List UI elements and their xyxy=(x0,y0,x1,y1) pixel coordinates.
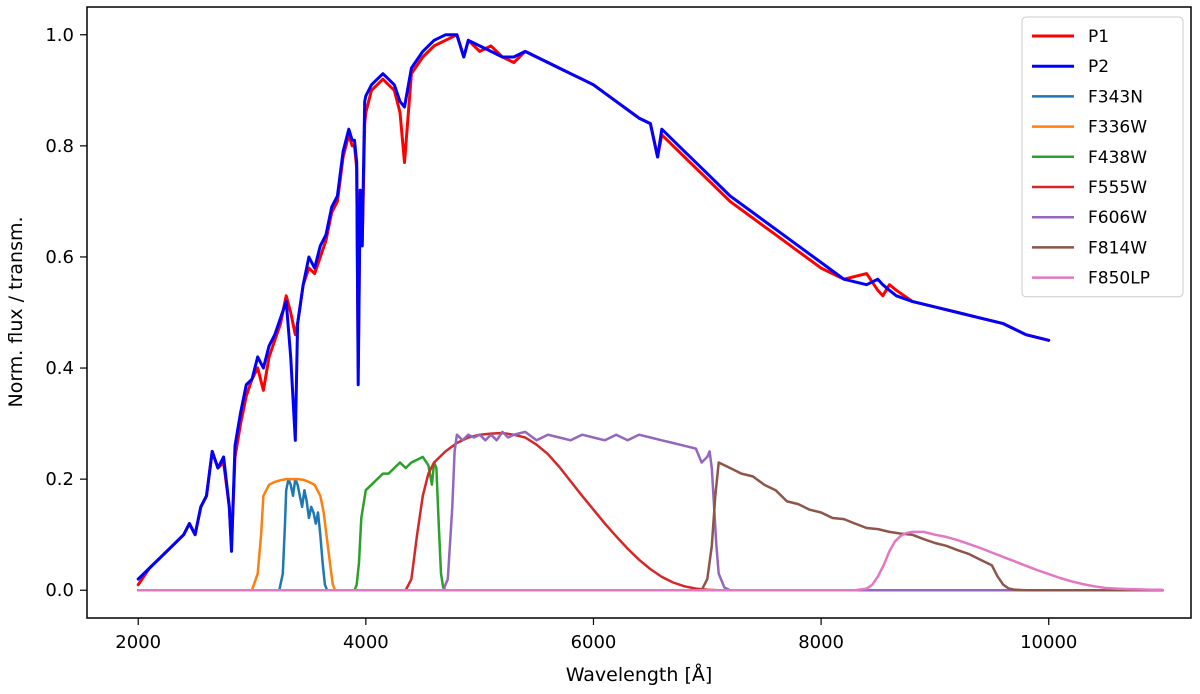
series-line-f555w xyxy=(136,431,1164,592)
legend-label-f438w: F438W xyxy=(1088,148,1147,168)
x-axis: 2000 4000 6000 8000 10000 xyxy=(115,618,1077,653)
legend-label-f850lp: F850LP xyxy=(1088,269,1150,289)
x-tick-label: 6000 xyxy=(571,632,617,653)
legend: P1 P2 F343N F336W F438W F555W F606W F814W F850LP xyxy=(1021,16,1184,298)
y-tick-label: 0.8 xyxy=(45,136,74,157)
y-tick-label: 1.0 xyxy=(45,25,74,46)
legend-label-f814w: F814W xyxy=(1088,238,1147,258)
legend-label-f555w: F555W xyxy=(1088,178,1147,198)
x-tick-label: 10000 xyxy=(1020,632,1077,653)
y-axis: 0.0 0.2 0.4 0.6 0.8 1.0 xyxy=(45,25,87,601)
series-line-f343n xyxy=(136,477,1164,592)
y-tick-label: 0.2 xyxy=(45,469,74,490)
legend-label-f606w: F606W xyxy=(1088,208,1147,228)
x-axis-label: Wavelength [Å] xyxy=(566,663,713,686)
series-line-f438w xyxy=(136,455,1164,592)
series-layer xyxy=(136,33,1164,592)
series-line-f814w xyxy=(136,461,1164,592)
plot-background xyxy=(87,7,1191,618)
y-tick-label: 0.0 xyxy=(45,580,74,601)
plot-frame xyxy=(86,6,1192,619)
y-tick-label: 0.6 xyxy=(45,247,74,268)
legend-label-p1: P1 xyxy=(1088,27,1109,47)
legend-label-f343n: F343N xyxy=(1088,87,1143,107)
legend-box xyxy=(1021,16,1184,298)
series-line-p1 xyxy=(136,33,1051,587)
y-tick-label: 0.4 xyxy=(45,358,74,379)
x-tick-label: 8000 xyxy=(798,632,844,653)
series-line-f850lp xyxy=(136,530,1164,592)
y-axis-label: Norm. flux / transm. xyxy=(5,216,27,407)
series-line-f606w xyxy=(136,430,1164,592)
x-tick-label: 4000 xyxy=(343,632,389,653)
series-line-p2 xyxy=(136,33,1051,581)
legend-label-f336w: F336W xyxy=(1088,118,1147,138)
legend-label-p2: P2 xyxy=(1088,57,1109,77)
series-line-f336w xyxy=(136,477,1164,592)
x-tick-label: 2000 xyxy=(115,632,161,653)
